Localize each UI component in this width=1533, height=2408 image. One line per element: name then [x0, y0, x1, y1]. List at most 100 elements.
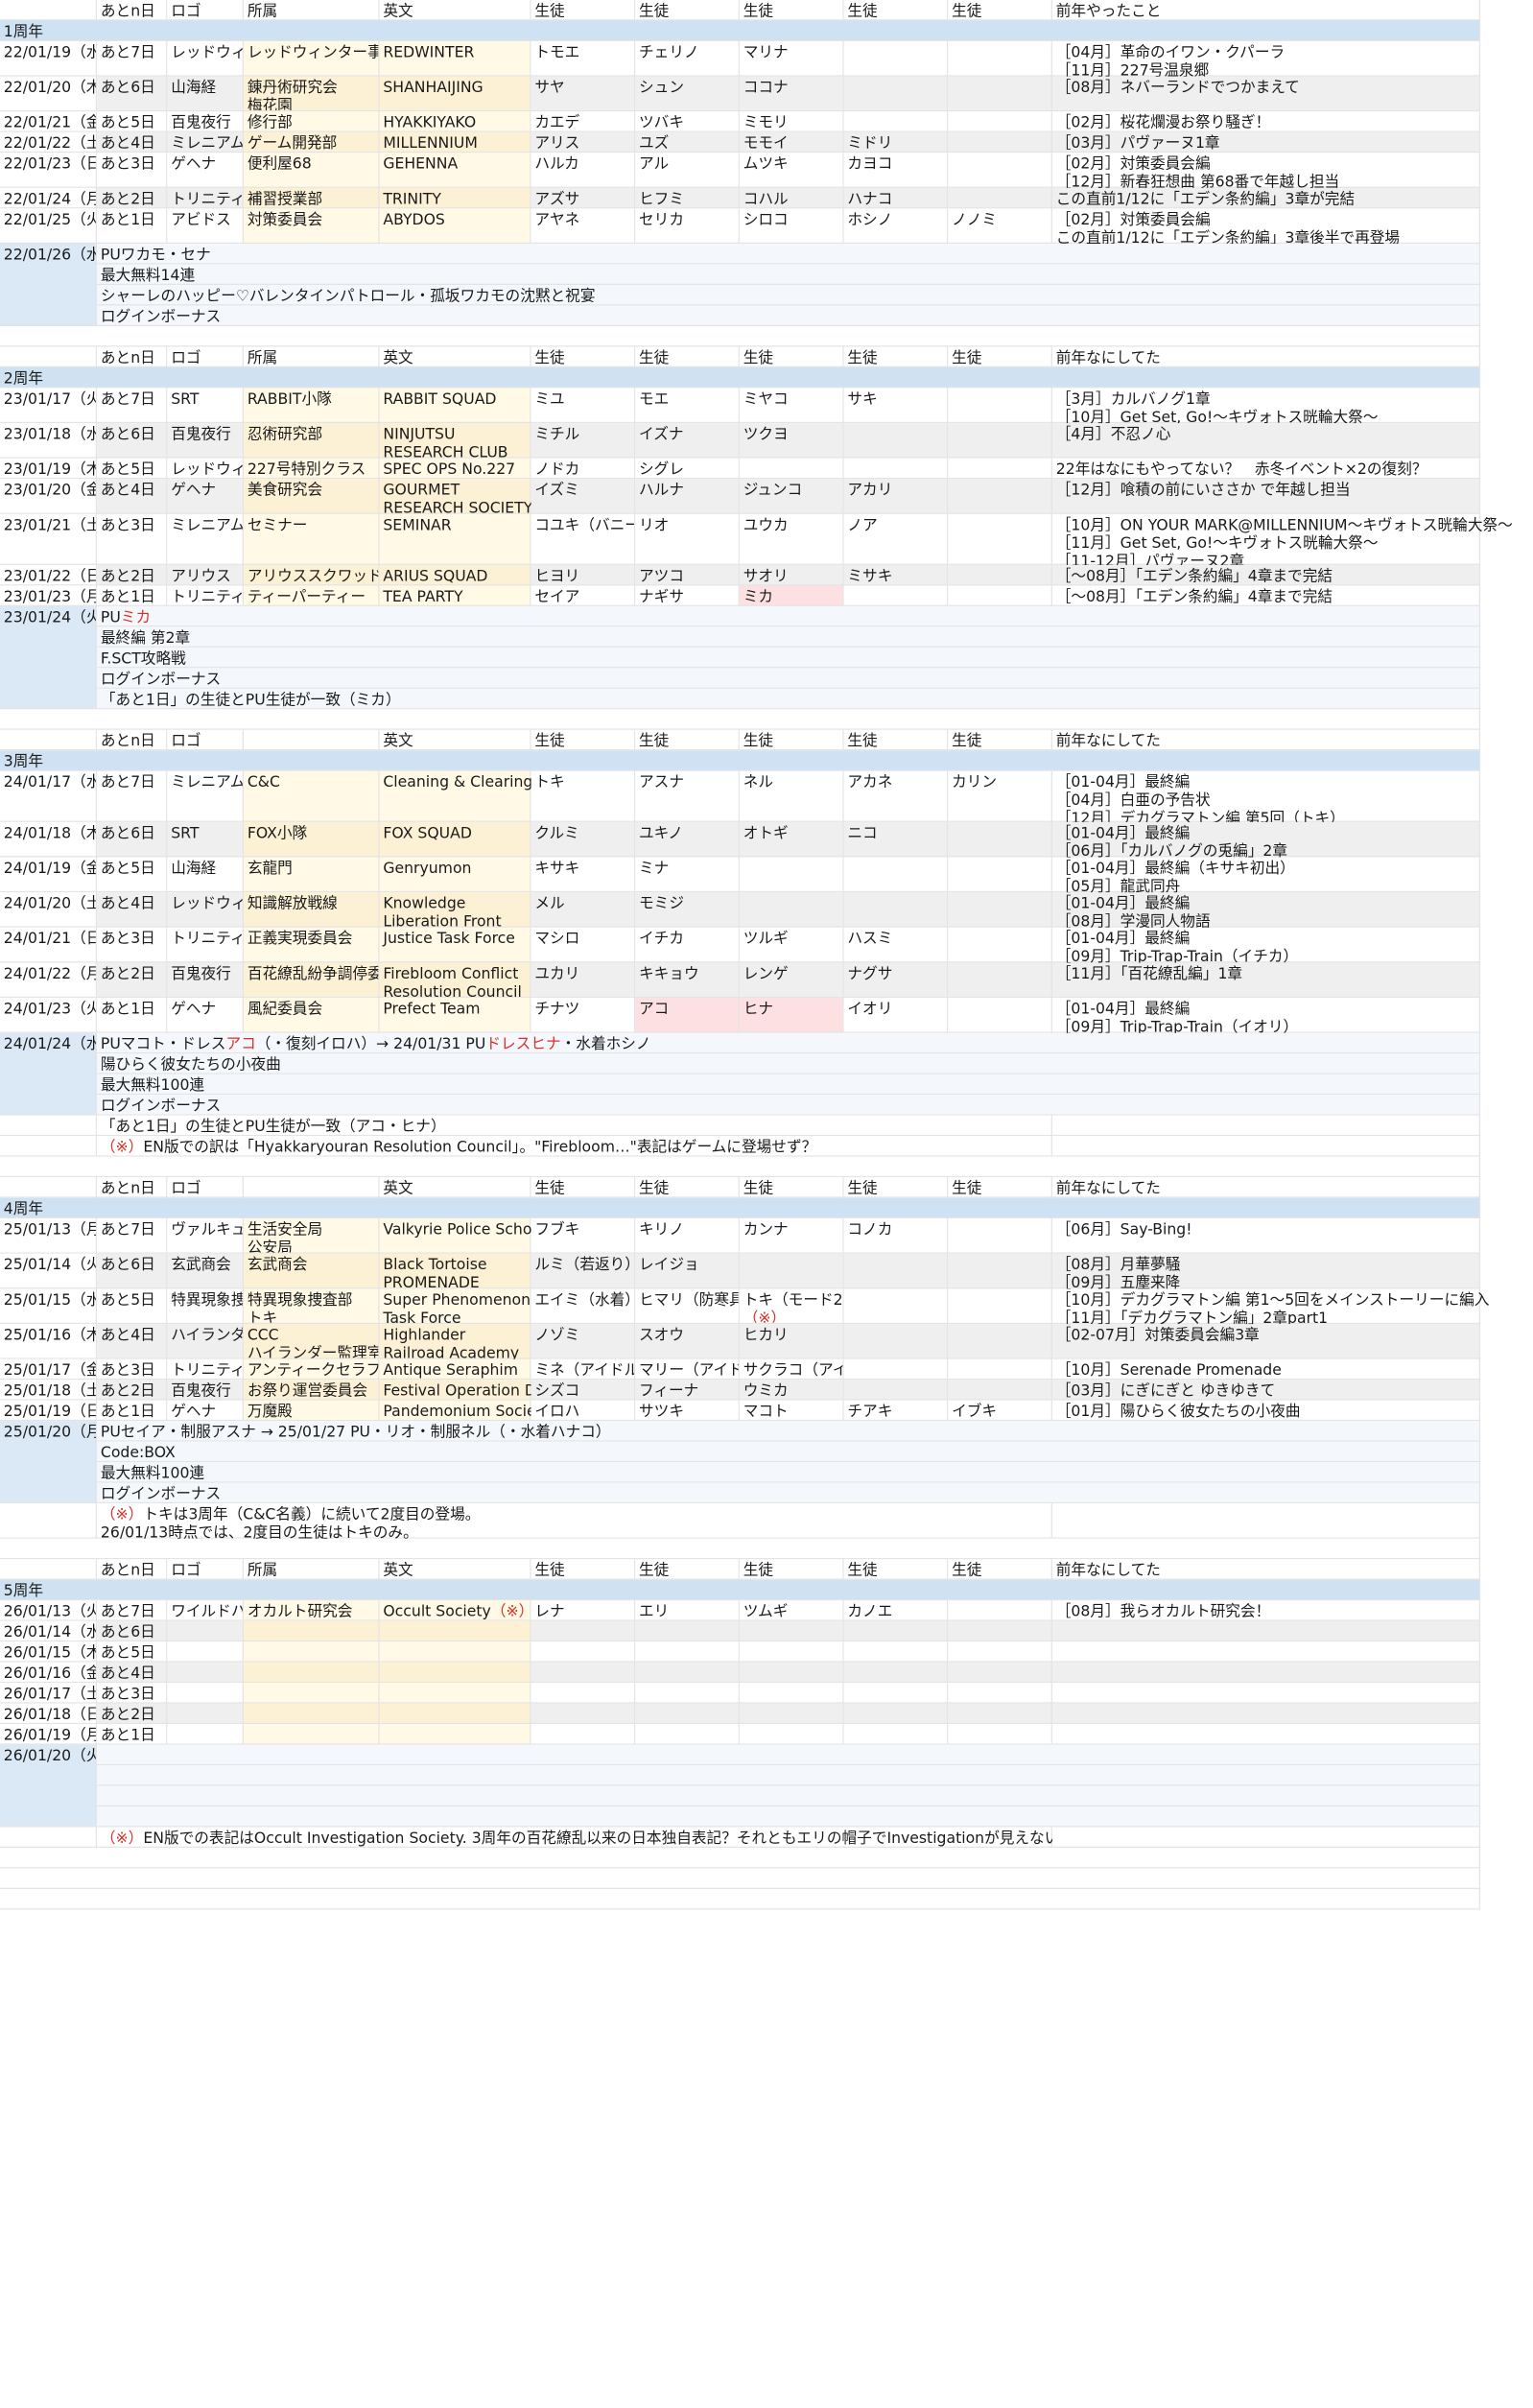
column-header-student-1[interactable]: 生徒 — [531, 729, 636, 751]
cell-english[interactable]: ABYDOS — [379, 208, 531, 245]
column-header-affiliation[interactable] — [244, 729, 380, 751]
column-header-english[interactable]: 英文 — [379, 1559, 531, 1580]
column-header-affiliation[interactable]: 所属 — [244, 0, 380, 21]
cell-date[interactable]: 24/01/21（日） — [0, 927, 98, 963]
cell-student-1[interactable]: メル — [531, 892, 636, 928]
cell-previous-year[interactable]: ［06月］Say-Bing! — [1051, 1218, 1481, 1254]
cell-student-1[interactable]: シズコ — [531, 1380, 636, 1401]
cell-student-1[interactable] — [531, 1703, 636, 1725]
cell-previous-year[interactable]: ［08月］ネバーランドでつかまえて — [1051, 76, 1481, 112]
pu-date[interactable]: 24/01/24（水） — [0, 1032, 98, 1116]
cell-logo[interactable]: ゲヘナ — [167, 153, 245, 188]
cell-logo[interactable]: 山海経 — [167, 857, 245, 893]
cell-student-1[interactable]: ルミ（若返り） — [531, 1253, 636, 1289]
cell-english[interactable]: Festival Operation Department — [379, 1380, 616, 1401]
column-header-date[interactable] — [0, 346, 98, 367]
cell-logo[interactable]: 特異現象捜査部 — [167, 1288, 245, 1325]
cell-student-4[interactable] — [843, 1662, 949, 1684]
cell-student-1[interactable]: クルミ — [531, 821, 636, 858]
cell-countdown[interactable]: あと5日 — [97, 857, 168, 893]
column-header-previous-year[interactable]: 前年なにしてた — [1051, 346, 1481, 367]
cell-affiliation[interactable]: 美食研究会 — [244, 479, 380, 514]
cell-student-3[interactable] — [739, 1620, 844, 1642]
cell-affiliation[interactable]: 便利屋68 — [244, 153, 380, 188]
spacer-row[interactable] — [0, 1156, 1481, 1178]
pu-line[interactable]: PUマコト・ドレスアコ（・復刻イロハ）→ 24/01/31 PUドレスヒナ・水着… — [97, 1032, 1481, 1054]
cell-student-2[interactable]: スオウ — [635, 1324, 740, 1359]
cell-english[interactable] — [379, 1641, 531, 1663]
cell-english[interactable]: SEMINAR — [379, 513, 531, 565]
cell-date[interactable]: 22/01/24（月） — [0, 187, 98, 209]
cell-countdown[interactable]: あと3日 — [97, 153, 168, 188]
column-header-date[interactable] — [0, 0, 98, 21]
cell-affiliation[interactable]: 補習授業部 — [244, 187, 380, 209]
column-header-logo[interactable]: ロゴ — [167, 346, 245, 367]
cell-date[interactable]: 23/01/17（火） — [0, 388, 98, 424]
cell-logo[interactable]: アビドス — [167, 208, 245, 245]
cell-english[interactable]: Highlander Railroad Academy — [379, 1324, 531, 1361]
cell-student-4[interactable]: アカリ — [843, 479, 949, 514]
cell-countdown[interactable]: あと4日 — [97, 892, 168, 928]
cell-english[interactable]: Super Phenomenon Task Force — [379, 1288, 531, 1327]
cell-countdown[interactable]: あと1日 — [97, 998, 168, 1033]
cell-english[interactable]: TEA PARTY — [379, 585, 531, 606]
cell-student-1[interactable]: ミチル — [531, 423, 636, 459]
cell-english[interactable]: FOX SQUAD — [379, 821, 531, 858]
column-header-previous-year[interactable]: 前年やったこと — [1051, 0, 1481, 21]
cell-date[interactable]: 25/01/19（日） — [0, 1400, 98, 1422]
cell-countdown[interactable]: あと7日 — [97, 1600, 168, 1621]
note-empty-cell[interactable] — [1051, 1827, 1481, 1849]
section-title-5[interactable]: 5周年 — [0, 1579, 1481, 1601]
cell-date[interactable]: 24/01/18（木） — [0, 821, 98, 858]
cell-student-1[interactable]: トキ — [531, 770, 636, 822]
cell-logo[interactable] — [167, 1662, 245, 1684]
cell-student-3[interactable] — [739, 1253, 844, 1289]
section-title-4[interactable]: 4周年 — [0, 1197, 1481, 1219]
cell-logo[interactable]: 百鬼夜行 — [167, 962, 245, 999]
cell-previous-year[interactable]: ［3月］カルバノグ1章 ［10月］Get Set, Go!～キヴォトス晄輪大祭～ — [1051, 388, 1481, 426]
cell-date[interactable]: 23/01/22（日） — [0, 564, 98, 586]
cell-previous-year[interactable]: ［10月］Serenade Promenade — [1051, 1358, 1481, 1381]
cell-student-4[interactable] — [843, 1358, 949, 1381]
note-line[interactable]: （※）EN版での訳は「Hyakkaryouran Resolution Coun… — [97, 1136, 1052, 1157]
cell-student-3[interactable] — [739, 458, 844, 480]
cell-affiliation[interactable]: 知識解放戦線 — [244, 892, 380, 928]
spacer-row[interactable] — [0, 709, 1481, 730]
cell-student-3[interactable] — [739, 1683, 844, 1704]
cell-countdown[interactable]: あと6日 — [97, 1620, 168, 1642]
cell-student-4[interactable]: ナグサ — [843, 962, 949, 999]
cell-affiliation[interactable]: レッドウィンター事務局 — [244, 40, 380, 77]
cell-affiliation[interactable] — [244, 1662, 380, 1684]
column-header-student-2[interactable]: 生徒 — [635, 1177, 740, 1198]
cell-affiliation[interactable]: RABBIT小隊 — [244, 388, 380, 424]
cell-student-3[interactable]: レンゲ — [739, 962, 844, 999]
cell-english[interactable]: Firebloom Conflict Resolution Council（※） — [379, 962, 564, 1001]
cell-logo[interactable]: ゲヘナ — [167, 998, 245, 1033]
cell-english[interactable] — [379, 1662, 531, 1684]
cell-previous-year[interactable] — [1051, 1683, 1481, 1704]
column-header-affiliation[interactable]: 所属 — [244, 346, 380, 367]
cell-student-1[interactable]: イズミ — [531, 479, 636, 514]
cell-logo[interactable]: トリニティ — [167, 187, 245, 209]
cell-previous-year[interactable]: この直前1/12に「エデン条約編」3章が完結 — [1051, 187, 1481, 209]
cell-english[interactable]: NINJUTSU RESEARCH CLUB — [379, 423, 531, 460]
cell-student-1[interactable]: イロハ — [531, 1400, 636, 1422]
cell-affiliation[interactable] — [244, 1641, 380, 1663]
cell-student-5[interactable] — [948, 1683, 1052, 1704]
column-header-student-4[interactable]: 生徒 — [843, 1559, 949, 1580]
cell-affiliation[interactable]: 忍術研究部 — [244, 423, 380, 459]
cell-date[interactable]: 24/01/22（月） — [0, 962, 98, 999]
cell-student-5[interactable]: ノノミ — [948, 208, 1052, 245]
cell-student-5[interactable] — [948, 131, 1052, 153]
cell-countdown[interactable]: あと3日 — [97, 1358, 168, 1381]
cell-affiliation[interactable]: 風紀委員会 — [244, 998, 380, 1033]
column-header-student-1[interactable]: 生徒 — [531, 0, 636, 21]
cell-student-4[interactable] — [843, 458, 949, 480]
cell-student-3[interactable]: ミカ — [739, 585, 844, 606]
cell-previous-year[interactable]: ［08月］月華夢騒 ［09月］五塵来降 — [1051, 1253, 1481, 1291]
cell-student-1[interactable]: ノゾミ — [531, 1324, 636, 1359]
cell-student-1[interactable]: サヤ — [531, 76, 636, 112]
cell-countdown[interactable]: あと6日 — [97, 1253, 168, 1289]
cell-student-2[interactable] — [635, 1641, 740, 1663]
cell-student-3[interactable]: ツルギ — [739, 927, 844, 963]
